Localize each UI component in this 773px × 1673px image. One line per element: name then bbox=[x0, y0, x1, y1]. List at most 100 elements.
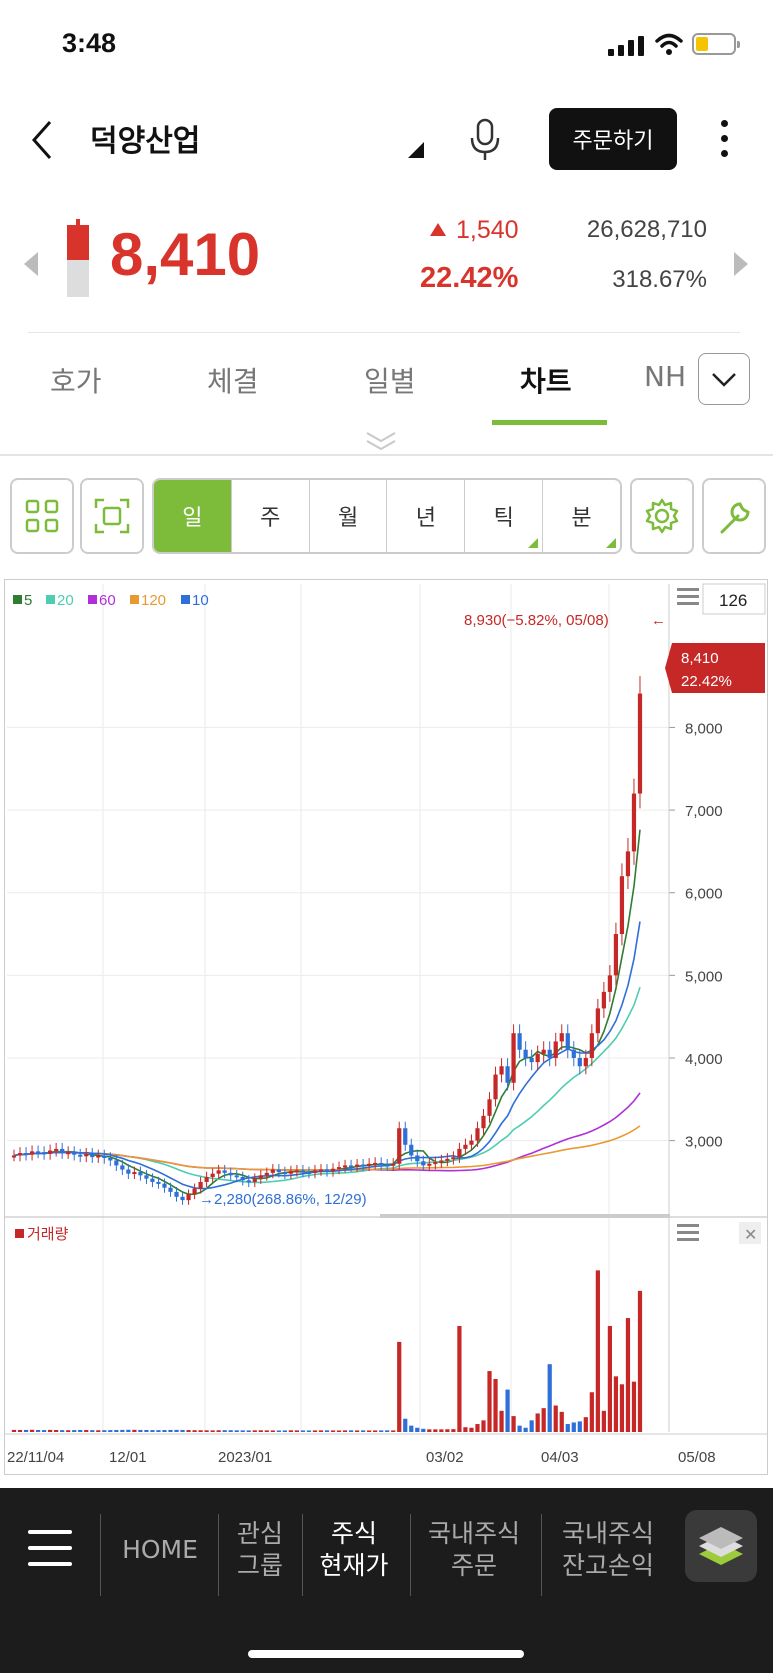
tab-orderbook[interactable]: 호가 bbox=[50, 365, 102, 398]
volume-bar bbox=[511, 1416, 516, 1432]
candle-body bbox=[264, 1172, 269, 1176]
candle-body bbox=[613, 934, 619, 976]
volume-bar bbox=[559, 1411, 564, 1432]
price-axis-label: 7,000 bbox=[685, 803, 723, 820]
candle-body bbox=[487, 1099, 492, 1116]
volume-bar bbox=[445, 1429, 450, 1432]
volume-bar bbox=[354, 1430, 360, 1432]
volume-bar bbox=[589, 1392, 594, 1432]
quote-summary: 8,410 1,540 22.42% 26,628,710 318.67% bbox=[0, 200, 773, 320]
microphone-icon[interactable] bbox=[468, 118, 502, 162]
double-chevron-down-icon[interactable] bbox=[364, 430, 398, 452]
count-box bbox=[702, 583, 766, 615]
back-icon[interactable] bbox=[28, 118, 58, 162]
candle-body bbox=[481, 1115, 486, 1129]
volume-bar bbox=[35, 1429, 41, 1432]
candle-body bbox=[258, 1175, 263, 1179]
tab-expand-button[interactable] bbox=[698, 353, 750, 405]
candle-body bbox=[637, 693, 643, 794]
price-chart[interactable]: 3,0004,0005,0006,0007,0008,00010,000K20,… bbox=[4, 579, 768, 1475]
volume-bar bbox=[23, 1429, 29, 1432]
hamburger-menu-icon[interactable] bbox=[28, 1530, 72, 1566]
candle-body bbox=[41, 1152, 47, 1155]
volume-bar bbox=[541, 1408, 546, 1432]
ma-line-60 bbox=[13, 1092, 641, 1172]
candle-body bbox=[246, 1180, 251, 1183]
nav-domestic-order[interactable]: 국내주식 주문 bbox=[414, 1518, 534, 1582]
tab-daily[interactable]: 일별 bbox=[364, 365, 416, 398]
status-bar: 3:48 bbox=[0, 0, 773, 90]
active-tab-indicator bbox=[492, 420, 607, 425]
volume-bar bbox=[583, 1417, 588, 1432]
volume-bar bbox=[120, 1429, 125, 1432]
candle-body bbox=[324, 1169, 330, 1172]
price-axis-label: 4,000 bbox=[685, 1051, 723, 1068]
nav-divider bbox=[100, 1514, 101, 1596]
stock-dropdown-icon[interactable] bbox=[408, 142, 424, 158]
volume-bar bbox=[138, 1429, 143, 1432]
volume-bar bbox=[246, 1430, 251, 1432]
candle-body bbox=[156, 1181, 161, 1184]
volume-bar bbox=[108, 1430, 113, 1432]
candle-body bbox=[427, 1163, 432, 1166]
legend-swatch bbox=[13, 595, 22, 604]
volume-ratio: 318.67% bbox=[612, 266, 707, 293]
candle-body bbox=[276, 1169, 281, 1173]
volume-bar bbox=[631, 1381, 637, 1432]
volume-bar bbox=[11, 1429, 17, 1432]
volume-bar bbox=[228, 1430, 233, 1432]
panel-menu-icon bbox=[677, 602, 699, 605]
candle-body bbox=[631, 793, 637, 852]
volume-bar bbox=[204, 1430, 209, 1432]
nav-stock-quote[interactable]: 주식 현재가 bbox=[308, 1518, 400, 1582]
chart-tools-button[interactable] bbox=[702, 478, 766, 554]
volume-bar bbox=[41, 1430, 47, 1432]
volume-bar bbox=[571, 1422, 576, 1432]
period-month[interactable]: 월 bbox=[310, 480, 388, 552]
volume-bar bbox=[48, 1429, 53, 1432]
volume-bar bbox=[348, 1430, 354, 1432]
candle-body bbox=[348, 1165, 354, 1168]
period-tick[interactable]: 틱 bbox=[465, 480, 544, 552]
volume-bar bbox=[216, 1430, 221, 1432]
grid-icon bbox=[25, 499, 59, 533]
tab-chart[interactable]: 차트 bbox=[520, 365, 572, 398]
period-minute[interactable]: 분 bbox=[543, 480, 620, 552]
low-price-annotation: →2,280(268.86%, 12/29) bbox=[199, 1191, 367, 1208]
candle-body bbox=[541, 1049, 546, 1054]
signal-icon bbox=[608, 36, 644, 56]
candle-body bbox=[306, 1172, 312, 1175]
period-week[interactable]: 주 bbox=[232, 480, 310, 552]
order-button[interactable]: 주문하기 bbox=[549, 108, 677, 170]
volume-bar bbox=[156, 1430, 161, 1432]
period-year[interactable]: 년 bbox=[387, 480, 466, 552]
panel-close-icon bbox=[739, 1222, 761, 1244]
layout-grid-button[interactable] bbox=[10, 478, 74, 554]
nav-domestic-balance[interactable]: 국내주식 잔고손익 bbox=[548, 1518, 668, 1582]
volume-bar bbox=[499, 1410, 504, 1432]
legend-label-5: 5 bbox=[24, 592, 32, 609]
volume-bar bbox=[312, 1430, 318, 1432]
candle-body bbox=[114, 1160, 119, 1166]
next-stock-arrow-icon[interactable] bbox=[734, 252, 748, 276]
volume-bar bbox=[505, 1389, 510, 1432]
nav-home[interactable]: HOME bbox=[122, 1535, 198, 1564]
period-day[interactable]: 일 bbox=[154, 480, 232, 552]
layers-button[interactable] bbox=[685, 1510, 757, 1582]
chart-settings-button[interactable] bbox=[630, 478, 694, 554]
more-menu-icon[interactable] bbox=[718, 120, 730, 160]
tab-nh[interactable]: NH bbox=[644, 360, 686, 393]
stock-name[interactable]: 덕양산업 bbox=[90, 124, 201, 159]
candlestick-chart-svg[interactable]: 3,0004,0005,0006,0007,0008,00010,000K20,… bbox=[5, 580, 767, 1474]
divider bbox=[28, 332, 740, 333]
nav-watchlist-group[interactable]: 관심 그룹 bbox=[225, 1518, 295, 1582]
ma-line-5 bbox=[13, 829, 641, 1196]
volume-bar bbox=[294, 1430, 300, 1432]
fullscreen-button[interactable] bbox=[80, 478, 144, 554]
prev-stock-arrow-icon[interactable] bbox=[24, 252, 38, 276]
candle-body bbox=[595, 1008, 600, 1034]
price-axis-label: 6,000 bbox=[685, 886, 723, 903]
legend-label-10: 10 bbox=[192, 592, 209, 609]
volume-bar bbox=[132, 1429, 137, 1432]
tab-trades[interactable]: 체결 bbox=[207, 365, 259, 398]
